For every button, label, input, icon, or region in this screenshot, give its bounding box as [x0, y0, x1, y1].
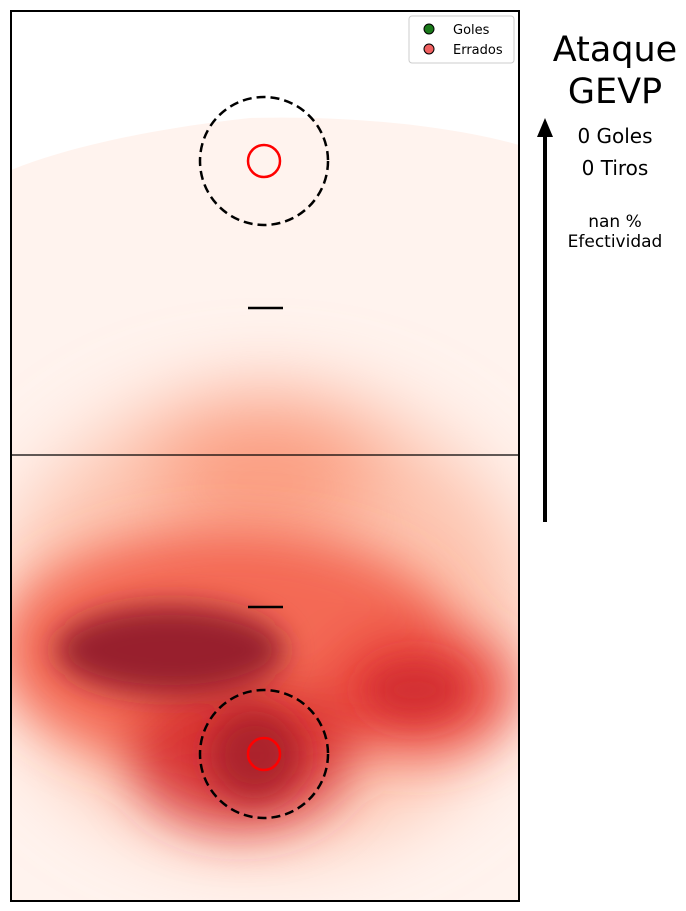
hoop-top: [246, 143, 282, 179]
shots-count: 0 Tiros: [581, 156, 649, 180]
heat-blob-upper: [155, 400, 375, 540]
heat-density: [11, 117, 519, 901]
legend-label-goles: Goles: [453, 23, 490, 38]
court-border: [10, 10, 520, 902]
area-circle-bottom: [198, 688, 330, 820]
legend: Goles Errados: [408, 15, 515, 64]
heat-peak-right: [365, 660, 465, 720]
legend-marker-goles: [423, 23, 435, 35]
heat-peak-left: [55, 605, 285, 695]
goals-count: 0 Goles: [577, 124, 653, 148]
area-circle-top: [198, 95, 330, 227]
legend-box: [408, 15, 515, 64]
effectiveness-label: Efectividad: [567, 232, 663, 252]
heat-peak-goal: [210, 710, 300, 800]
panel-title-line2: GEVP: [567, 72, 663, 112]
hoop-bottom: [246, 736, 282, 772]
legend-marker-errados: [423, 43, 435, 55]
effectiveness-value: nan %: [588, 212, 642, 232]
panel-title-line1: Ataque: [552, 30, 678, 70]
legend-label-errados: Errados: [453, 43, 503, 58]
attack-arrow-head: [537, 118, 553, 137]
